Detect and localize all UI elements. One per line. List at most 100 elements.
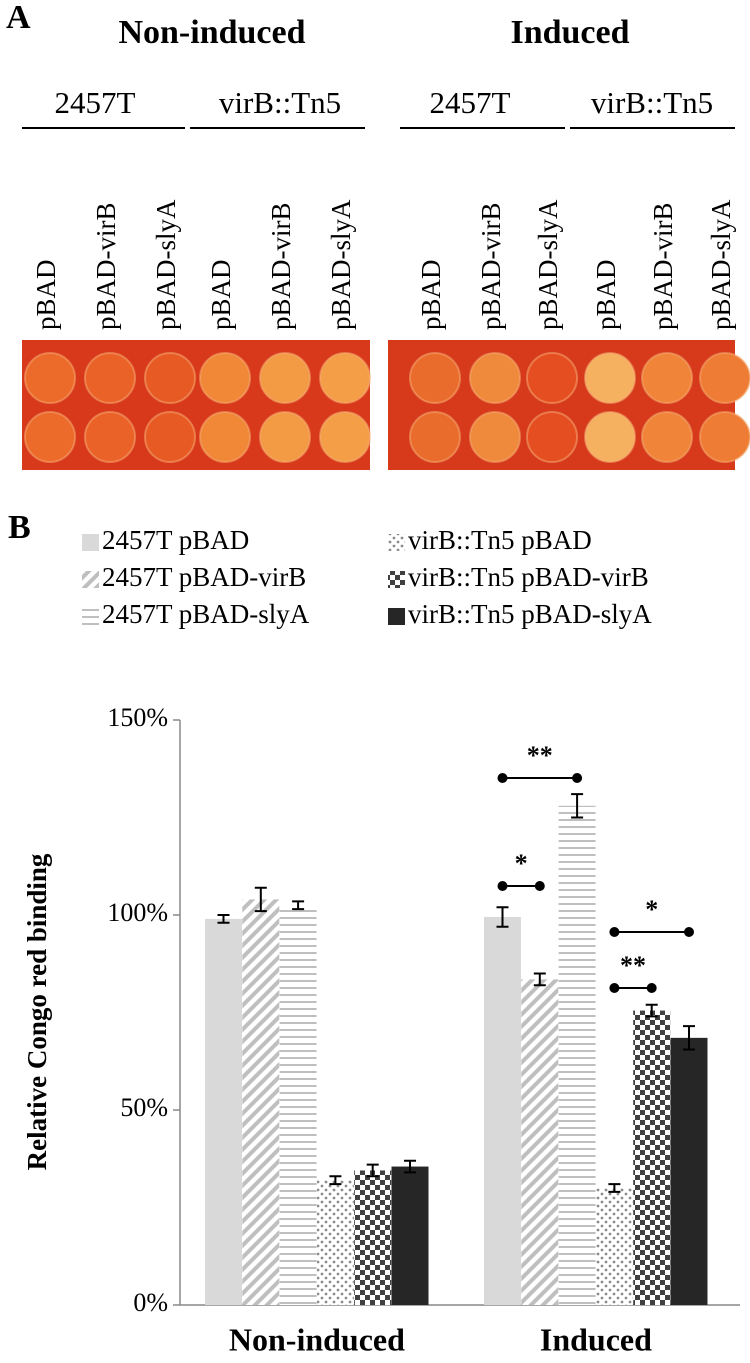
y-tick-label: 100% xyxy=(107,898,168,927)
error-bar xyxy=(608,1183,621,1193)
colony xyxy=(584,411,636,463)
error-bar xyxy=(254,886,267,913)
error-bar xyxy=(217,914,230,924)
colony xyxy=(144,411,196,463)
significance-end xyxy=(534,881,545,891)
x-tick-label: Induced xyxy=(540,1321,652,1357)
lane-label: pBAD xyxy=(416,259,446,330)
colony xyxy=(259,352,311,404)
significance-end xyxy=(572,773,583,783)
x-tick-label: Non-induced xyxy=(229,1321,405,1357)
legend-swatch xyxy=(388,608,405,625)
colony xyxy=(699,411,750,463)
y-axis-label: Relative Congo red binding xyxy=(22,853,52,1170)
panel-label: A xyxy=(6,0,31,36)
significance-end xyxy=(684,927,694,937)
colony xyxy=(24,411,76,463)
strain-label: 2457T xyxy=(55,85,136,120)
error-bar xyxy=(645,1003,658,1018)
colony xyxy=(24,352,76,404)
significance-end xyxy=(497,773,508,783)
strain-label: virB::Tn5 xyxy=(591,85,713,120)
significance-end xyxy=(646,983,657,993)
legend-swatch xyxy=(388,571,405,588)
colony xyxy=(409,352,461,404)
y-tick-label: 0% xyxy=(133,1288,168,1317)
legend-swatch xyxy=(82,534,99,551)
condition-label: Induced xyxy=(510,14,629,51)
error-bar xyxy=(571,793,584,819)
bar xyxy=(521,979,559,1305)
colony xyxy=(526,411,578,463)
lane-label: pBAD-virB xyxy=(648,203,678,331)
colony xyxy=(699,352,750,404)
legend-label: virB::Tn5 pBAD-virB xyxy=(408,562,649,592)
lane-label: pBAD xyxy=(206,259,236,330)
colony xyxy=(319,411,371,463)
lane-label: pBAD-virB xyxy=(91,203,121,331)
bar xyxy=(205,918,242,1305)
bar xyxy=(484,916,521,1305)
error-bar xyxy=(683,1025,695,1051)
bar xyxy=(354,1170,392,1305)
lane-label: pBAD-virB xyxy=(266,203,296,331)
colony xyxy=(84,352,136,404)
significance-label: * xyxy=(645,895,658,924)
lane-label: pBAD-slyA xyxy=(151,199,181,330)
condition-label: Non-induced xyxy=(118,14,305,51)
plate-photo xyxy=(22,340,370,470)
strain-label: virB::Tn5 xyxy=(219,85,341,120)
bar xyxy=(558,805,596,1305)
legend-label: virB::Tn5 pBAD-slyA xyxy=(408,599,652,629)
significance-label: ** xyxy=(527,741,553,770)
colony xyxy=(144,352,196,404)
significance-label: * xyxy=(515,849,528,878)
error-bar xyxy=(533,972,546,987)
lane-label: pBAD-slyA xyxy=(706,199,736,330)
legend-swatch xyxy=(82,608,99,625)
colony xyxy=(641,411,693,463)
error-bar xyxy=(366,1163,379,1178)
colony xyxy=(469,411,521,463)
y-tick-label: 150% xyxy=(107,703,168,732)
significance-label: ** xyxy=(620,951,646,980)
significance-end xyxy=(609,983,620,993)
y-tick-label: 50% xyxy=(120,1093,168,1122)
lane-label: pBAD xyxy=(31,259,61,330)
error-bar xyxy=(329,1175,342,1186)
bar xyxy=(633,1010,671,1305)
legend-swatch xyxy=(82,571,99,588)
error-bar xyxy=(496,906,509,928)
error-bar xyxy=(292,900,305,911)
colony xyxy=(319,352,371,404)
bar xyxy=(595,1188,633,1305)
legend-label: 2457T pBAD-virB xyxy=(102,562,306,592)
legend-label: virB::Tn5 pBAD xyxy=(408,525,592,555)
panel-label: B xyxy=(8,509,31,546)
colony xyxy=(199,352,251,404)
lane-label: pBAD xyxy=(591,259,621,330)
bar xyxy=(242,899,280,1305)
bar xyxy=(279,905,317,1305)
bar xyxy=(391,1166,429,1305)
significance-end xyxy=(497,881,508,891)
legend-label: 2457T pBAD xyxy=(102,525,249,555)
colony xyxy=(199,411,251,463)
bar xyxy=(316,1180,354,1305)
strain-label: 2457T xyxy=(430,85,511,120)
lane-label: pBAD-slyA xyxy=(533,199,563,330)
colony xyxy=(409,411,461,463)
colony xyxy=(584,352,636,404)
lane-label: pBAD-virB xyxy=(476,203,506,331)
colony xyxy=(526,352,578,404)
bar xyxy=(670,1037,708,1305)
colony xyxy=(641,352,693,404)
legend-label: 2457T pBAD-slyA xyxy=(102,599,310,629)
colony xyxy=(259,411,311,463)
error-bar xyxy=(404,1159,416,1174)
colony xyxy=(469,352,521,404)
lane-label: pBAD-slyA xyxy=(326,199,356,330)
significance-end xyxy=(609,927,620,937)
legend-swatch xyxy=(388,534,405,551)
